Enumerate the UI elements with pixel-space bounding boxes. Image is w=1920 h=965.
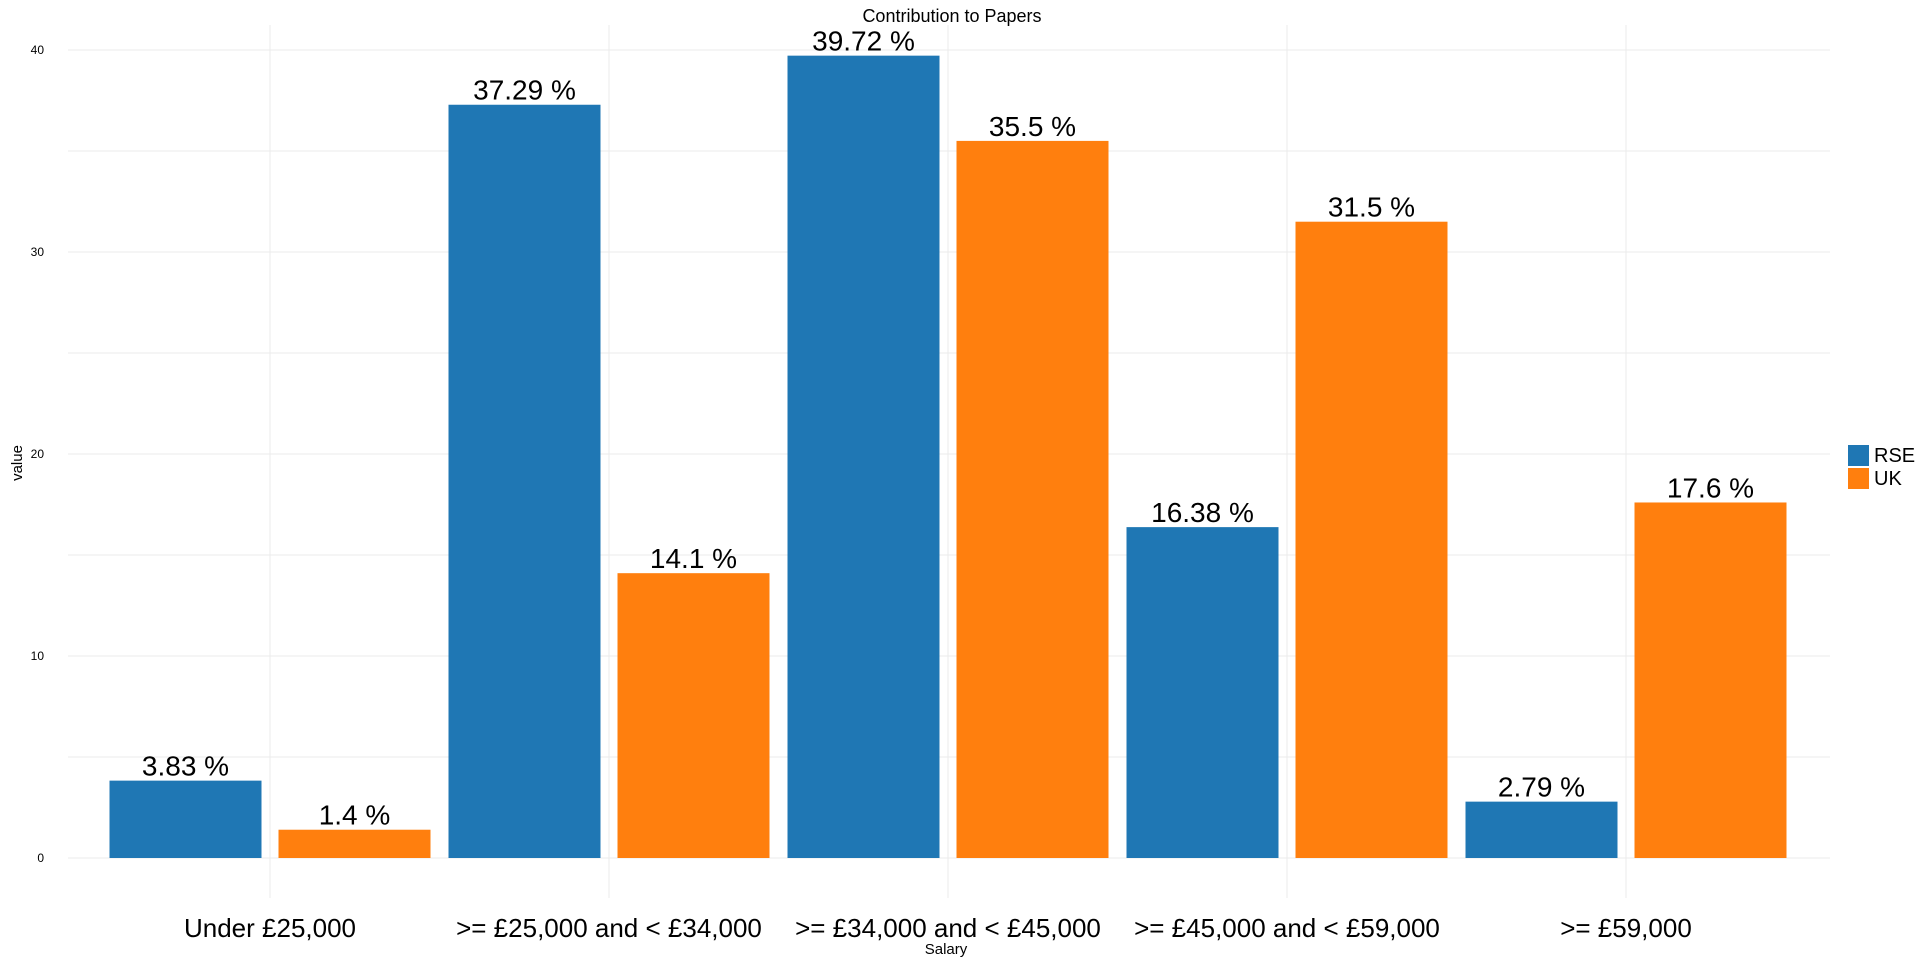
bar-uk-4: [1634, 502, 1787, 858]
data-label-uk-4: 17.6 %: [1667, 472, 1754, 503]
x-tick-label: >= £45,000 and < £59,000: [1134, 913, 1440, 943]
data-label-rse-2: 39.72 %: [812, 26, 915, 57]
bars: [109, 55, 1787, 858]
x-axis: Under £25,000 >= £25,000 and < £34,000 >= …: [184, 913, 1692, 943]
x-tick-label: >= £59,000: [1560, 913, 1692, 943]
data-label-rse-3: 16.38 %: [1151, 497, 1254, 528]
data-label-rse-4: 2.79 %: [1498, 772, 1585, 803]
y-tick-label: 0: [37, 851, 44, 865]
bar-rse-3: [1126, 527, 1279, 858]
x-tick-label: >= £25,000 and < £34,000: [456, 913, 762, 943]
data-label-uk-1: 14.1 %: [650, 543, 737, 574]
data-label-uk-2: 35.5 %: [989, 111, 1076, 142]
bar-uk-3: [1295, 221, 1448, 858]
legend-label-uk: UK: [1874, 468, 1902, 490]
y-tick-label: 20: [31, 447, 45, 461]
data-label-uk-3: 31.5 %: [1328, 192, 1415, 223]
chart-title: Contribution to Papers: [862, 6, 1041, 26]
legend-swatch-rse: [1848, 445, 1869, 466]
x-tick-label: Under £25,000: [184, 913, 356, 943]
y-tick-label: 30: [31, 245, 45, 259]
bar-uk-1: [617, 573, 770, 858]
bar-rse-4: [1465, 801, 1618, 858]
bar-uk-2: [956, 140, 1109, 858]
y-tick-label: 40: [31, 43, 45, 57]
data-label-uk-0: 1.4 %: [319, 800, 391, 831]
y-tick-label: 10: [31, 649, 45, 663]
bar-rse-1: [448, 104, 601, 858]
grid: [68, 25, 1830, 898]
y-axis: 0 10 20 30 40: [31, 43, 45, 865]
bar-rse-2: [787, 55, 940, 858]
legend-label-rse: RSE: [1874, 445, 1915, 467]
x-axis-title: Salary: [925, 941, 968, 958]
data-label-rse-1: 37.29 %: [473, 75, 576, 106]
data-labels: 3.83 % 37.29 % 39.72 % 16.38 % 2.79 % 1.4 % 14…: [142, 26, 1754, 831]
bar-rse-0: [109, 780, 262, 858]
legend-swatch-uk: [1848, 468, 1869, 489]
x-tick-label: >= £34,000 and < £45,000: [795, 913, 1101, 943]
y-axis-title: value: [9, 445, 26, 481]
data-label-rse-0: 3.83 %: [142, 751, 229, 782]
bar-uk-0: [278, 829, 431, 858]
